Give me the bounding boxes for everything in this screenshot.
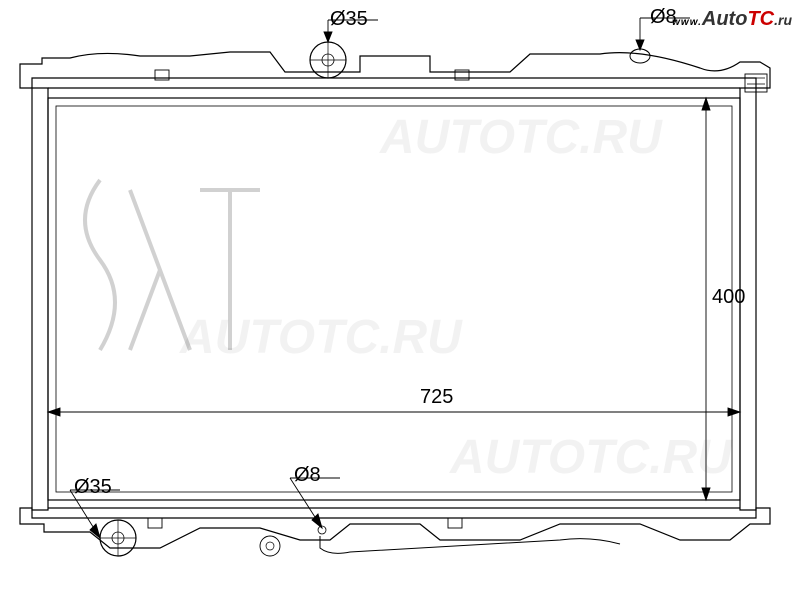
wm-www: www. (672, 17, 702, 28)
dim-bottom-hose: Ø8 (294, 464, 321, 487)
wm-auto: Auto (702, 8, 748, 30)
dim-top-port: Ø35 (330, 8, 368, 31)
radiator-drawing (0, 0, 800, 597)
wm-tc: TC (747, 8, 774, 30)
wm-ru: .ru (774, 12, 792, 28)
site-watermark: www.AutoTC.ru (672, 8, 792, 31)
dim-bottom-port: Ø35 (74, 476, 112, 499)
dim-width: 725 (420, 386, 453, 409)
dim-height: 400 (712, 286, 745, 309)
